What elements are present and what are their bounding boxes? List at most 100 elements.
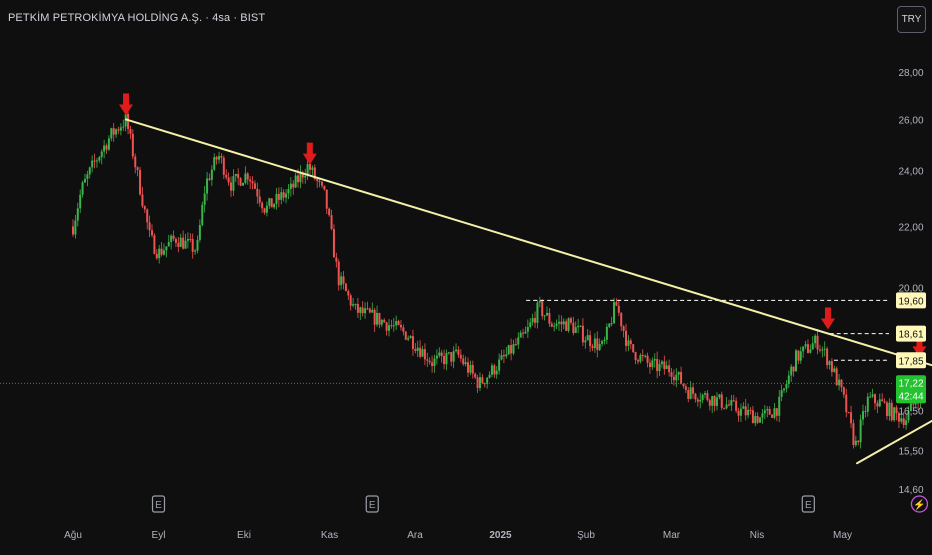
candle: [596, 331, 599, 358]
candle-body: [694, 393, 697, 400]
candle: [818, 344, 821, 353]
candle: [560, 315, 563, 332]
candle: [514, 338, 517, 346]
candle: [826, 346, 829, 369]
candle-body: [747, 409, 750, 416]
candle-body: [486, 377, 489, 384]
candle: [428, 357, 431, 365]
candle: [780, 384, 783, 402]
candle-body: [826, 348, 829, 366]
candle-body: [811, 343, 814, 350]
candle: [723, 407, 726, 410]
candle-body: [478, 377, 481, 389]
candle: [419, 340, 422, 359]
candle-body: [634, 352, 637, 361]
dividend-event-icon[interactable]: ⚡: [910, 495, 929, 513]
currency-button[interactable]: TRY: [897, 6, 926, 33]
candle: [897, 411, 900, 429]
candle: [615, 298, 618, 306]
candle: [105, 143, 108, 154]
candle-body: [622, 326, 625, 331]
candle: [828, 360, 831, 370]
candle-body: [186, 238, 189, 241]
candle: [416, 340, 419, 358]
candle-body: [591, 346, 594, 348]
candle-body: [304, 175, 307, 178]
candle: [203, 185, 206, 213]
candle-body: [148, 222, 151, 231]
candle: [814, 333, 817, 348]
earnings-letter: E: [155, 500, 162, 511]
candle-body: [852, 423, 855, 446]
candle-body: [385, 322, 388, 331]
candle: [569, 316, 572, 325]
candle-body: [86, 174, 89, 180]
y-tick-label: 20,00: [898, 283, 923, 294]
candle-body: [902, 418, 905, 425]
candle-body: [615, 302, 618, 306]
candle-body: [440, 352, 443, 357]
candle-body: [330, 215, 333, 230]
trendline[interactable]: [125, 118, 932, 395]
candle-body: [162, 250, 165, 255]
candle: [172, 230, 175, 241]
candle: [359, 306, 362, 320]
candle: [634, 351, 637, 365]
candle: [644, 354, 647, 359]
candle: [237, 168, 240, 186]
candle: [845, 388, 848, 418]
trendline[interactable]: [856, 386, 932, 465]
candle-body: [526, 326, 529, 332]
candle-body: [821, 349, 824, 351]
candle-body: [548, 312, 551, 324]
candle-body: [404, 331, 407, 340]
earnings-event-icon[interactable]: E: [801, 495, 815, 513]
candle-body: [196, 239, 199, 251]
candle-body: [380, 319, 383, 325]
candle: [141, 186, 144, 208]
candle: [854, 435, 857, 448]
candle-body: [517, 337, 520, 345]
candle: [522, 328, 525, 339]
candle-body: [550, 323, 553, 327]
candle-body: [739, 408, 742, 416]
candle-body: [292, 183, 295, 188]
candle-body: [265, 205, 268, 213]
candle: [517, 332, 520, 349]
candle: [483, 382, 486, 388]
candle: [325, 189, 328, 215]
candle: [117, 126, 120, 134]
candle: [340, 272, 343, 290]
candle-body: [174, 238, 177, 243]
candle: [364, 302, 367, 319]
candle: [577, 318, 580, 334]
candle-body: [648, 362, 651, 368]
candle: [361, 301, 364, 317]
candle-body: [129, 128, 132, 134]
candle-body: [289, 183, 292, 189]
candle-body: [862, 411, 865, 420]
candle: [344, 282, 347, 292]
candle-body: [433, 358, 436, 367]
candle: [409, 335, 412, 339]
earnings-event-icon[interactable]: E: [151, 495, 166, 513]
candle-body: [569, 318, 572, 323]
candle: [478, 372, 481, 392]
candle: [232, 169, 235, 196]
earnings-event-icon[interactable]: E: [365, 495, 379, 513]
candle-body: [675, 374, 678, 381]
candle: [179, 233, 182, 248]
candle-body: [502, 355, 505, 357]
candle-body: [878, 399, 881, 407]
level-price-tag: 18,61: [896, 325, 926, 342]
candle-body: [725, 404, 728, 409]
candle: [495, 366, 498, 379]
candle: [620, 312, 623, 332]
candle: [198, 219, 201, 243]
current-price-tag: 17,22 42:44: [896, 375, 926, 404]
candle-body: [912, 403, 915, 405]
candle-body: [744, 406, 747, 416]
candle: [500, 349, 503, 361]
